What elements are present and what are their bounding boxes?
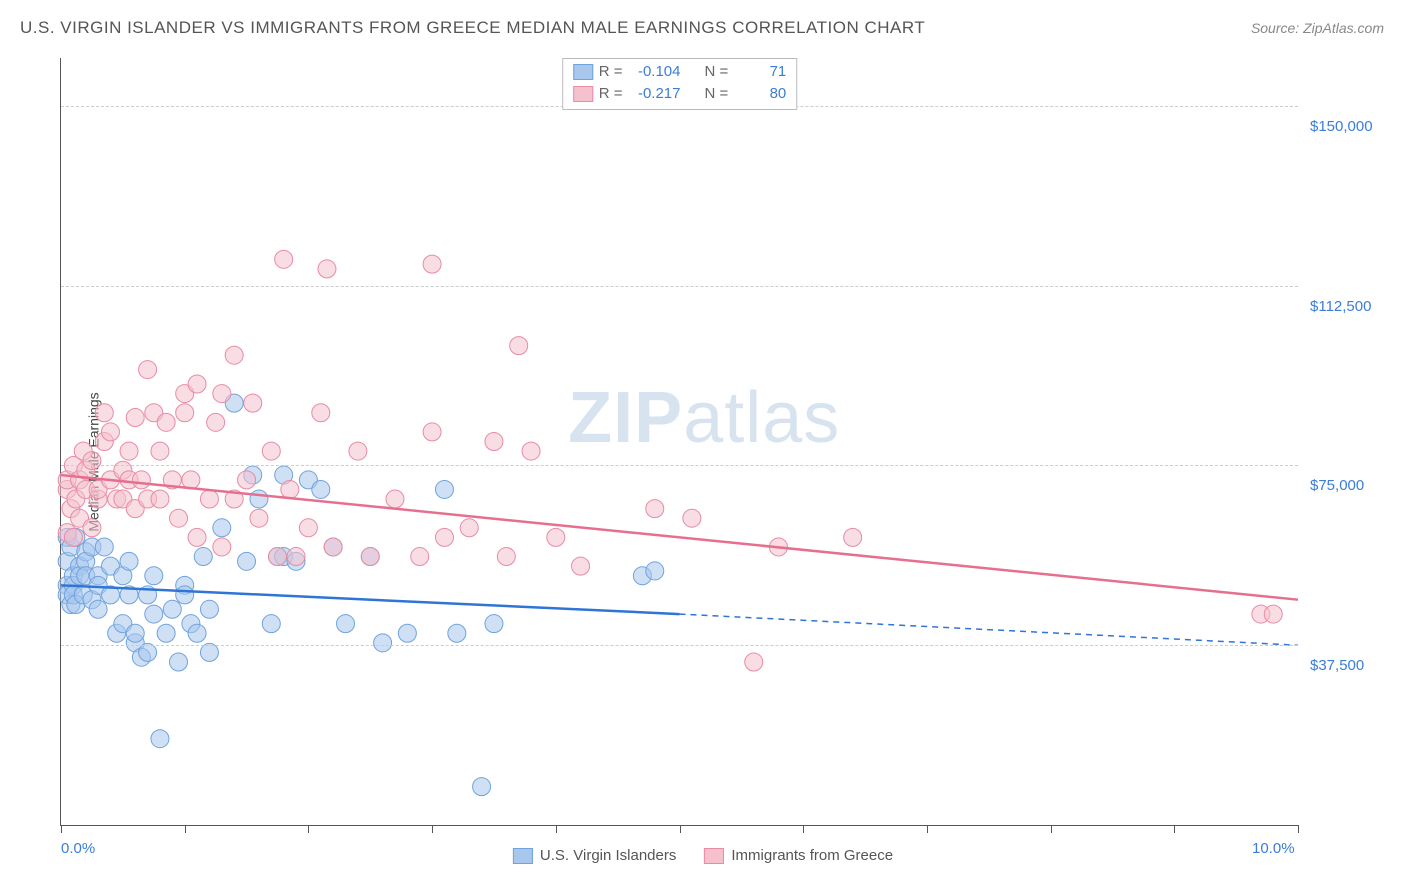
stat-n-label: N = <box>705 61 729 83</box>
stat-r-value-1: -0.217 <box>629 83 681 105</box>
plot-svg <box>61 58 1298 825</box>
y-tick-label: $75,000 <box>1310 477 1364 494</box>
y-tick-label: $150,000 <box>1310 118 1373 135</box>
source-attribution: Source: ZipAtlas.com <box>1251 20 1384 36</box>
swatch-series1 <box>573 86 593 102</box>
stats-legend: R = -0.104 N = 71 R = -0.217 N = 80 <box>562 58 798 110</box>
y-tick-label: $112,500 <box>1310 298 1371 315</box>
stats-row-series0: R = -0.104 N = 71 <box>573 61 787 83</box>
x-tick-label: 10.0% <box>1252 840 1295 857</box>
stat-r-label: R = <box>599 83 623 105</box>
legend-label-1: Immigrants from Greece <box>731 847 893 864</box>
chart-container: Median Male Earnings ZIPatlas R = -0.104… <box>18 50 1388 874</box>
x-tick-label: 0.0% <box>61 840 95 857</box>
legend-swatch-0 <box>513 848 533 864</box>
bottom-legend: U.S. Virgin Islanders Immigrants from Gr… <box>513 847 893 864</box>
legend-label-0: U.S. Virgin Islanders <box>540 847 676 864</box>
chart-title: U.S. VIRGIN ISLANDER VS IMMIGRANTS FROM … <box>20 18 925 38</box>
stat-r-label: R = <box>599 61 623 83</box>
y-tick-label: $37,500 <box>1310 657 1364 674</box>
stat-n-value-0: 71 <box>734 61 786 83</box>
stat-r-value-0: -0.104 <box>629 61 681 83</box>
legend-item-0: U.S. Virgin Islanders <box>513 847 676 864</box>
stat-n-label: N = <box>705 83 729 105</box>
stat-n-value-1: 80 <box>734 83 786 105</box>
stats-row-series1: R = -0.217 N = 80 <box>573 83 787 105</box>
plot-area: ZIPatlas R = -0.104 N = 71 R = -0.217 N … <box>60 58 1298 826</box>
swatch-series0 <box>573 64 593 80</box>
legend-swatch-1 <box>704 848 724 864</box>
legend-item-1: Immigrants from Greece <box>704 847 893 864</box>
